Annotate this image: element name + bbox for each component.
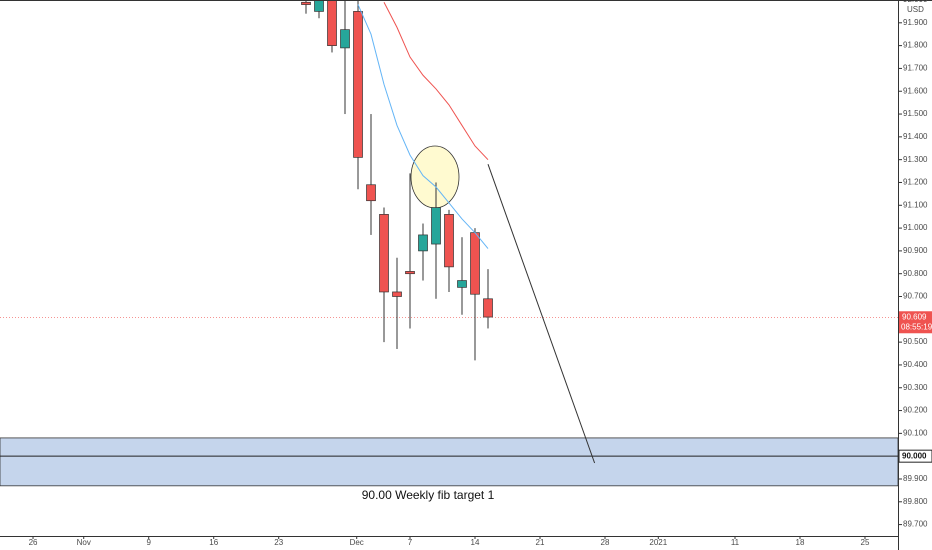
y-tick-label: 90.700 [903,292,928,301]
candle-body [483,298,493,318]
x-tick-label: 11 [731,538,740,547]
x-tick-label: 25 [861,538,870,547]
x-tick-label: 18 [796,538,805,547]
candle-body [353,11,363,158]
y-tick-label: 91.500 [903,109,928,118]
countdown-label: 08:55:19 [901,322,932,331]
candle-body [431,207,441,245]
trend-line [487,164,596,464]
candle-body [340,29,350,49]
y-tick-label: 90.900 [903,246,928,255]
y-tick-label: 92.000 [903,0,928,4]
x-tick-label: 14 [471,538,480,547]
y-tick-label: 90.800 [903,269,928,278]
y-tick-label: 91.900 [903,18,928,27]
last-price-label: 90.609 [902,312,927,321]
y-tick-label: 90.300 [903,383,928,392]
y-tick-label: 91.200 [903,178,928,187]
x-tick-label: 9 [146,538,151,547]
moving-average [383,2,489,161]
candle-body [405,271,415,275]
candle-body [444,214,454,268]
y-tick-label: 90.500 [903,337,928,346]
y-tick-label: 91.600 [903,86,928,95]
x-tick-label: Nov [77,538,91,547]
y-tick-label: 91.300 [903,155,928,164]
zone-price-box [898,449,932,463]
y-tick-label: 91.700 [903,64,928,73]
y-tick-label: 91.800 [903,41,928,50]
target-zone [0,437,899,487]
currency-label: USD [907,5,924,14]
candle-body [457,280,467,288]
x-tick-label: 2021 [649,538,667,547]
y-tick-label: 91.100 [903,200,928,209]
candle-body [366,184,376,202]
candle-body [418,234,428,252]
y-tick-label: 90.000 [902,451,927,460]
x-tick-label: 23 [274,538,283,547]
y-tick-label: 90.100 [903,428,928,437]
x-tick-label: 28 [601,538,610,547]
plot-area: 90.00 Weekly fib target 1 [0,0,899,502]
candle-body [301,1,311,5]
candle-body [392,291,402,297]
x-tick-label: 7 [408,538,413,547]
x-tick-label: 26 [29,538,38,547]
zone-label: 90.00 Weekly fib target 1 [362,488,495,502]
y-tick-label: 89.800 [903,497,928,506]
y-tick-label: 89.700 [903,520,928,529]
candle-body [470,232,480,295]
candle-body [327,0,337,46]
x-tick-label: Dec [350,538,364,547]
y-tick-label: 90.400 [903,360,928,369]
y-tick-label: 89.900 [903,474,928,483]
x-tick-label: 21 [536,538,545,547]
moving-average [357,4,489,249]
y-tick-label: 90.200 [903,406,928,415]
y-tick-label: 91.400 [903,132,928,141]
candle-body [379,214,389,293]
y-tick-label: 91.000 [903,223,928,232]
highlight-ellipse [410,145,460,209]
x-tick-label: 16 [209,538,218,547]
last-price-box [899,311,932,334]
candle-body [314,0,324,12]
